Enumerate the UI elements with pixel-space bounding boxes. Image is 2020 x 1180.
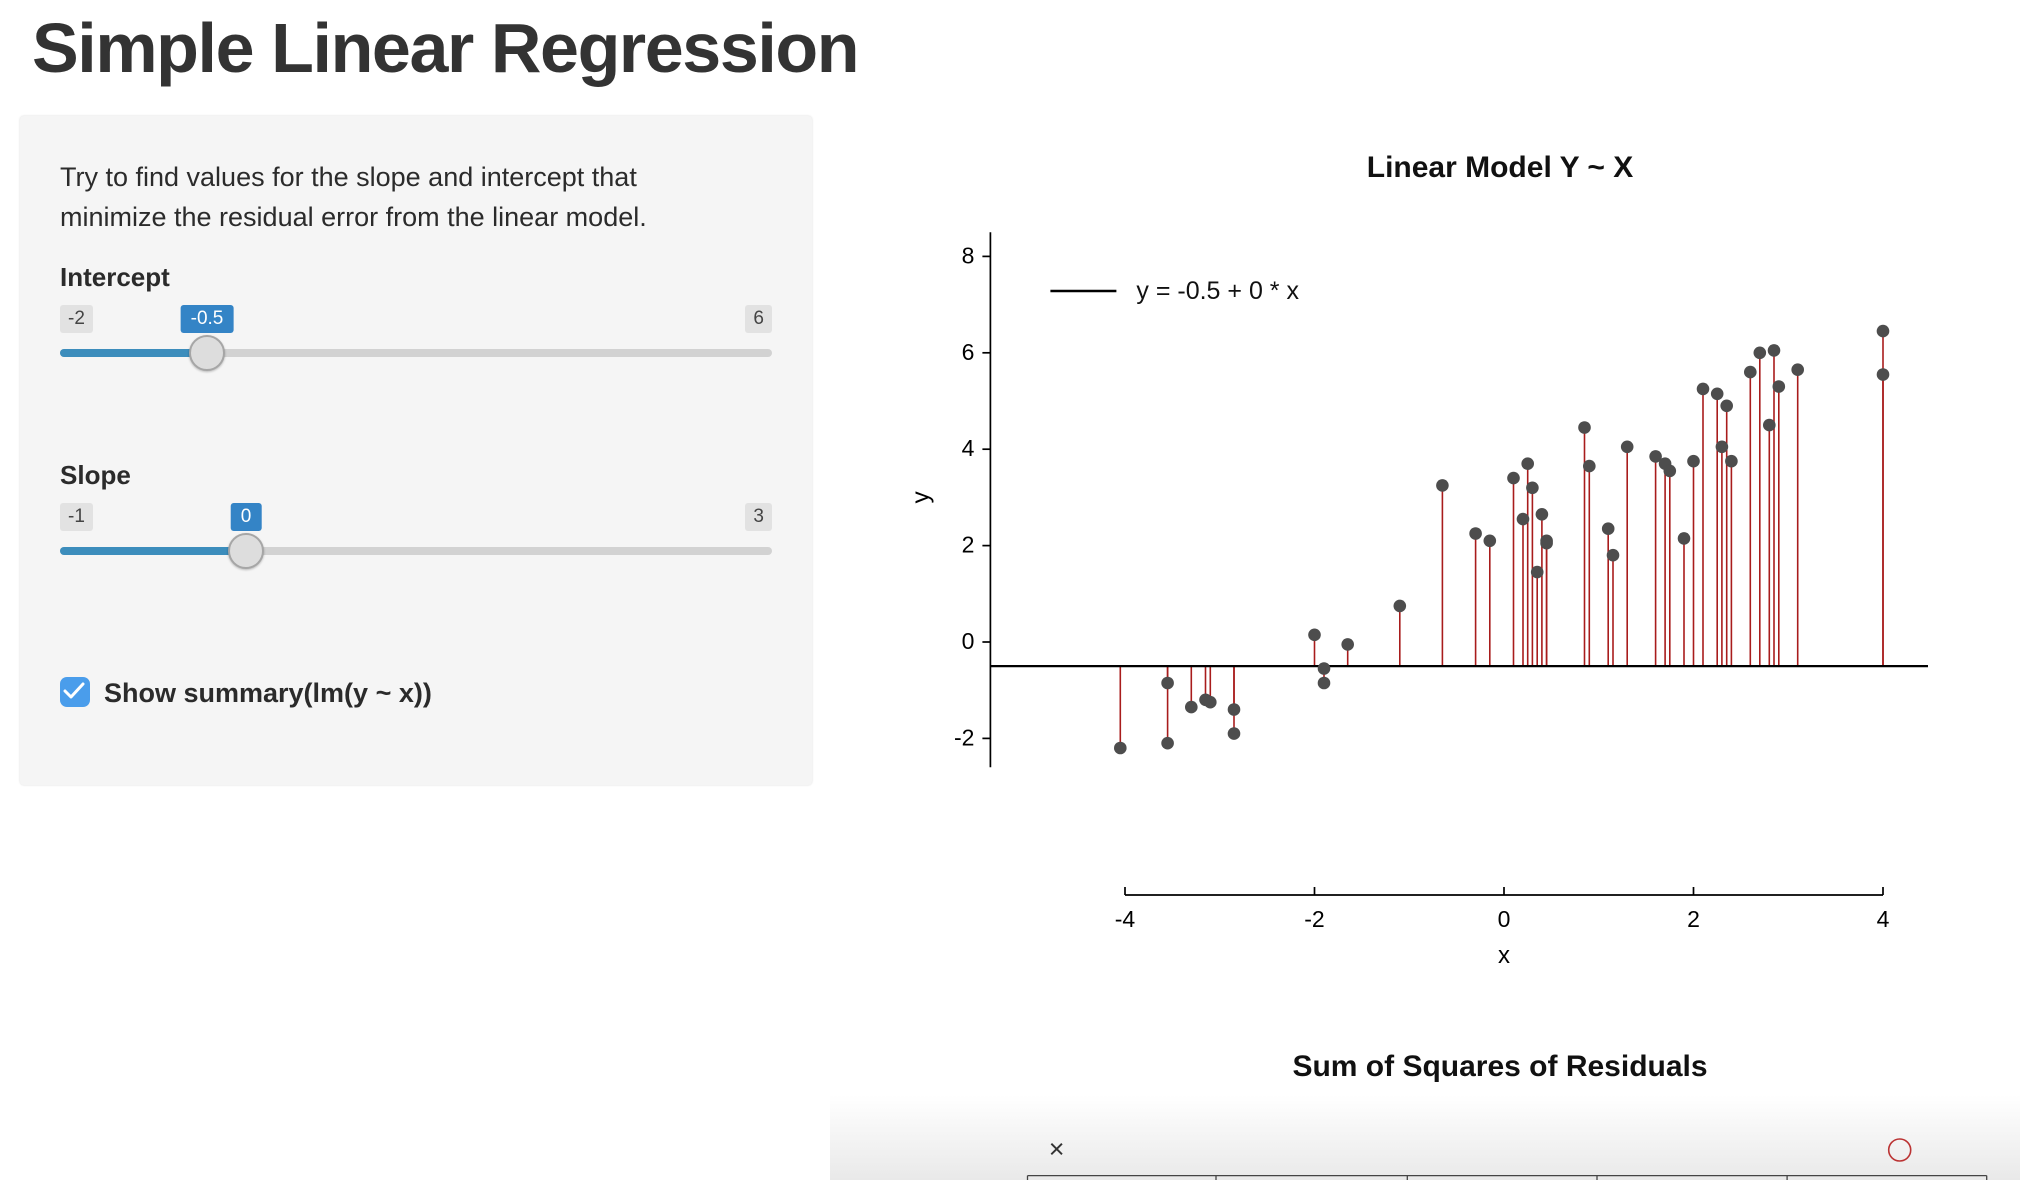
svg-text:4: 4 [1877,906,1890,932]
svg-text:0: 0 [1498,906,1511,932]
svg-text:0: 0 [962,628,975,654]
svg-text:6: 6 [962,339,975,365]
svg-text:2: 2 [962,532,975,558]
svg-text:y = -0.5 + 0 * x: y = -0.5 + 0 * x [1136,277,1299,305]
svg-text:4: 4 [962,435,975,461]
svg-text:y: y [907,491,934,503]
svg-text:8: 8 [962,242,975,268]
svg-text:Linear Model Y ~ X: Linear Model Y ~ X [1367,151,1633,184]
svg-text:×: × [1049,1134,1065,1164]
svg-text:-2: -2 [954,724,974,750]
svg-text:-4: -4 [1115,906,1136,932]
svg-text:Sum of Squares of Residuals: Sum of Squares of Residuals [1292,1050,1707,1083]
svg-text:2: 2 [1687,906,1700,932]
svg-text:x: x [1498,942,1510,969]
svg-text:-2: -2 [1304,906,1324,932]
